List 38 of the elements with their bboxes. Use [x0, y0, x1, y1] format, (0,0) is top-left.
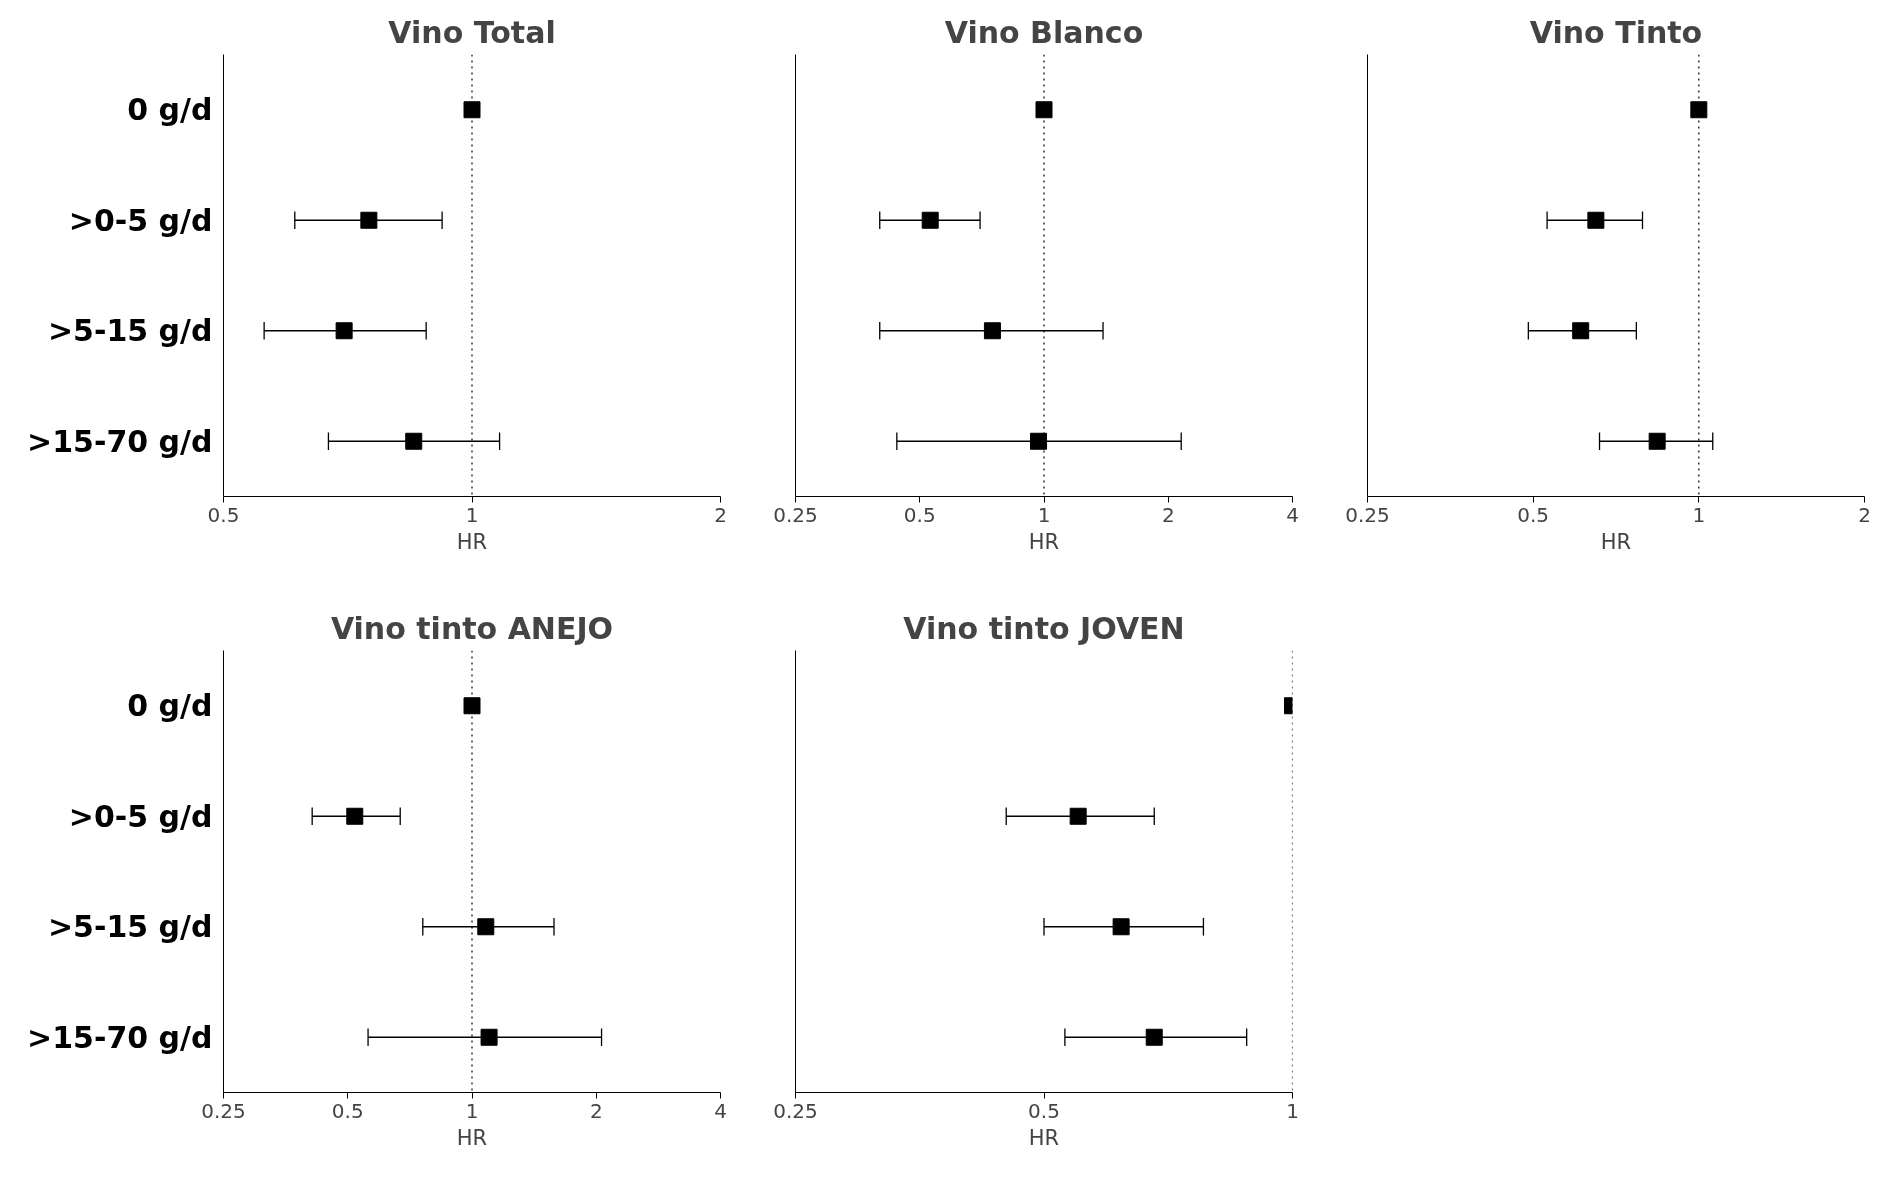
x-tick-label: 2	[589, 1098, 603, 1123]
x-axis-title: HR	[1600, 529, 1632, 554]
x-tick-label: 0.25	[1345, 502, 1390, 527]
x-tick-label: 0.5	[1517, 502, 1550, 527]
x-tick-label: 0.5	[903, 502, 936, 527]
y-tick-label: >5-15 g/d	[47, 909, 213, 945]
y-tick-label: >15-70 g/d	[27, 1019, 213, 1055]
chart-title: Vino Total	[388, 14, 556, 50]
x-tick-label: 1	[465, 502, 479, 527]
x-axis-title: HR	[456, 1125, 488, 1150]
x-tick-label: 0.5	[207, 502, 240, 527]
x-tick-label: 2	[714, 502, 727, 527]
chart-title: Vino Tinto	[1529, 14, 1703, 50]
x-tick-label: 2	[1161, 502, 1175, 527]
x-tick-label: 0.25	[773, 502, 818, 527]
y-tick-label: 0 g/d	[127, 688, 213, 724]
y-tick-label: >0-5 g/d	[68, 798, 213, 834]
x-axis-title: HR	[1028, 1125, 1060, 1150]
x-tick-label: 4	[714, 1098, 727, 1123]
x-tick-label: 4	[1286, 502, 1299, 527]
y-tick-label: >15-70 g/d	[27, 423, 213, 459]
y-tick-label: >5-15 g/d	[47, 313, 213, 349]
x-tick-label: 0.25	[773, 1098, 818, 1123]
x-tick-label: 0.5	[1028, 1098, 1060, 1123]
x-tick-label: 1	[1692, 502, 1706, 527]
chart-title: Vino Blanco	[944, 14, 1144, 50]
x-tick-label: 1	[1037, 502, 1051, 527]
x-axis-title: HR	[456, 529, 488, 554]
y-tick-label: 0 g/d	[127, 92, 213, 128]
chart-title: Vino tinto JOVEN	[903, 610, 1185, 646]
x-axis-title: HR	[1028, 529, 1060, 554]
x-tick-label: 1	[1286, 1098, 1299, 1123]
chart-title: Vino tinto ANEJO	[330, 610, 614, 646]
x-tick-label: 1	[465, 1098, 479, 1123]
y-tick-label: >0-5 g/d	[68, 202, 213, 238]
x-tick-label: 2	[1858, 502, 1871, 527]
x-tick-label: 0.5	[331, 1098, 364, 1123]
x-tick-label: 0.25	[201, 1098, 246, 1123]
